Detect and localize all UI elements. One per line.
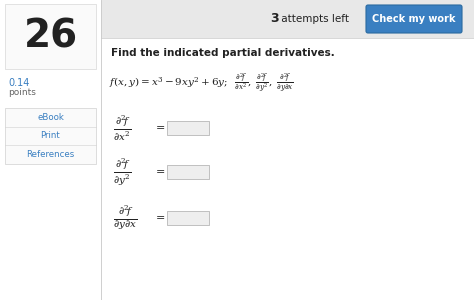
Text: =: = <box>156 213 166 223</box>
Text: $\frac{\partial^2\! f}{\partial y\partial x}$: $\frac{\partial^2\! f}{\partial y\partia… <box>113 204 137 232</box>
Text: 26: 26 <box>23 17 78 56</box>
Bar <box>101 0 474 38</box>
Text: points: points <box>8 88 36 97</box>
Text: Print: Print <box>41 131 60 140</box>
Text: $\frac{\partial^2\! f}{\partial y^2}$: $\frac{\partial^2\! f}{\partial y^2}$ <box>113 156 131 188</box>
Bar <box>167 121 209 135</box>
Text: References: References <box>27 150 74 159</box>
Bar <box>0 0 101 300</box>
Text: $f(x, y) = x^3 - 9xy^2 + 6y;\;\; \frac{\partial^2\! f}{\partial x^2},\; \frac{\p: $f(x, y) = x^3 - 9xy^2 + 6y;\;\; \frac{\… <box>109 72 294 96</box>
Text: =: = <box>156 123 166 133</box>
Text: eBook: eBook <box>37 113 64 122</box>
Text: Check my work: Check my work <box>372 14 456 24</box>
Text: 3: 3 <box>270 13 279 26</box>
Bar <box>5 4 96 69</box>
Bar <box>101 0 474 300</box>
Text: Find the indicated partial derivatives.: Find the indicated partial derivatives. <box>111 48 335 58</box>
Text: attempts left: attempts left <box>278 14 349 24</box>
Bar <box>167 165 209 179</box>
Bar <box>5 108 96 164</box>
Text: $\frac{\partial^2\! f}{\partial x^2}$: $\frac{\partial^2\! f}{\partial x^2}$ <box>113 113 131 142</box>
Text: 0.14: 0.14 <box>8 78 29 88</box>
Text: =: = <box>156 167 166 177</box>
Bar <box>167 211 209 225</box>
FancyBboxPatch shape <box>366 5 462 33</box>
